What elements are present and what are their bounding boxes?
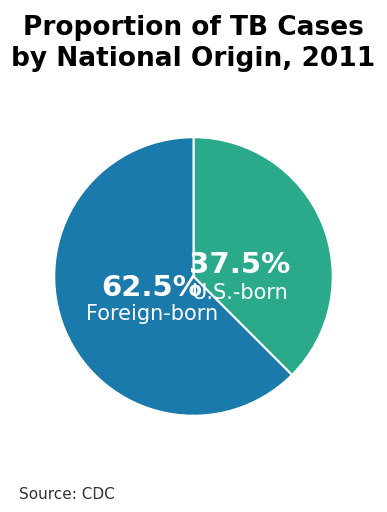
Text: Source: CDC: Source: CDC xyxy=(19,487,115,502)
Wedge shape xyxy=(194,137,333,375)
Text: Proportion of TB Cases
by National Origin, 2011: Proportion of TB Cases by National Origi… xyxy=(11,15,376,72)
Wedge shape xyxy=(54,137,292,416)
Text: 62.5%: 62.5% xyxy=(101,273,202,302)
Text: 37.5%: 37.5% xyxy=(189,251,290,280)
Text: U.S.-born: U.S.-born xyxy=(191,283,288,303)
Text: Foreign-born: Foreign-born xyxy=(86,304,218,324)
